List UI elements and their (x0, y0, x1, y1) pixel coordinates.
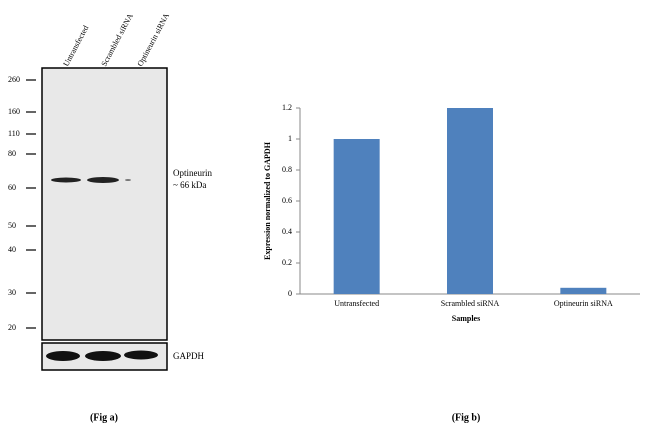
y-axis-title: Expression normalized to GAPDH (263, 141, 272, 260)
y-tick-label: 0.4 (282, 227, 292, 236)
bar (447, 108, 493, 294)
band-label: Optineurin (173, 168, 212, 178)
control-label: GAPDH (173, 351, 205, 361)
x-tick-label: Untransfected (334, 299, 379, 308)
band (124, 350, 158, 360)
band (87, 177, 119, 183)
caption: (Fig b) (452, 412, 481, 423)
caption: (Fig a) (90, 412, 118, 423)
band (125, 179, 131, 181)
marker-label: 50 (8, 221, 16, 230)
marker-label: 80 (8, 149, 16, 158)
band (46, 351, 80, 361)
y-tick-label: 1.2 (282, 103, 292, 112)
y-tick-label: 0.8 (282, 165, 292, 174)
blot-membrane (41, 67, 168, 341)
band (85, 351, 121, 361)
lane-label: Scrambled siRNA (99, 12, 134, 68)
marker-label: 30 (8, 288, 16, 297)
band-size: ~ 66 kDa (173, 180, 206, 190)
y-tick-label: 0.6 (282, 196, 292, 205)
bar (333, 139, 380, 294)
x-tick-label: Optineurin siRNA (554, 299, 613, 308)
marker-label: 20 (8, 323, 16, 332)
lane-label: Optineurin siRNA (135, 11, 171, 67)
marker-label: 260 (8, 75, 20, 84)
marker-label: 60 (8, 183, 16, 192)
x-tick-label: Scrambled siRNA (441, 299, 500, 308)
marker-label: 160 (8, 107, 20, 116)
lane-label: Untransfected (61, 24, 90, 68)
bar (560, 287, 607, 294)
marker-label: 110 (8, 129, 20, 138)
marker-label: 40 (8, 245, 16, 254)
y-tick-label: 0 (288, 289, 292, 298)
y-tick-label: 0.2 (282, 258, 292, 267)
band (51, 177, 81, 183)
x-axis-title: Samples (452, 314, 480, 323)
y-tick-label: 1 (288, 134, 292, 143)
